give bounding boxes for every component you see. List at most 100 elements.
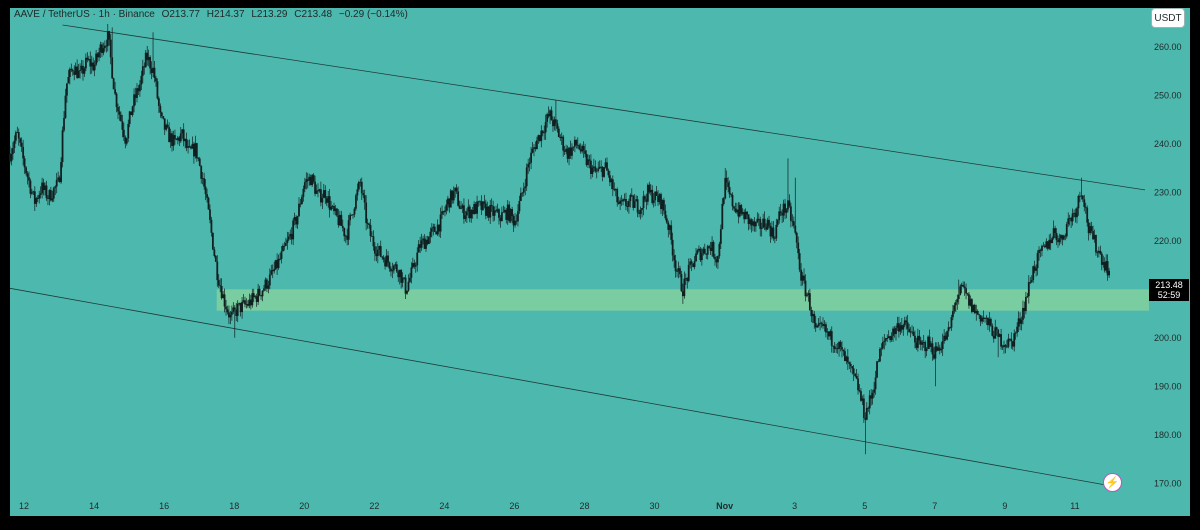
candle: [109, 34, 112, 65]
candle-body: [9, 153, 11, 162]
candle: [1004, 344, 1007, 354]
candle: [229, 310, 232, 325]
candle: [860, 388, 862, 402]
candle-body: [505, 209, 508, 220]
candle: [825, 322, 827, 338]
candle-body: [771, 227, 773, 237]
candle: [153, 60, 156, 83]
candle-body: [518, 200, 521, 212]
candle: [171, 130, 173, 152]
candle: [1100, 251, 1103, 271]
candle: [839, 340, 842, 352]
candle-body: [134, 94, 137, 98]
candle: [1017, 311, 1020, 333]
lightning-icon[interactable]: ⚡: [1103, 473, 1122, 492]
candle: [914, 330, 916, 349]
candle-body: [1071, 213, 1074, 222]
candle: [556, 119, 559, 133]
candle: [169, 128, 172, 148]
candle: [428, 236, 430, 245]
candle-body: [369, 224, 372, 237]
candle-body: [660, 194, 662, 210]
candle-body: [353, 208, 356, 215]
candle: [916, 328, 919, 352]
candle-body: [39, 193, 42, 195]
candle-body: [769, 225, 772, 237]
candle: [193, 141, 195, 164]
candle: [220, 278, 223, 300]
candle-body: [549, 110, 551, 117]
candle-body: [1036, 253, 1039, 269]
candle-body: [357, 182, 360, 190]
candle-body: [908, 328, 911, 333]
candle: [782, 199, 785, 222]
symbol-name[interactable]: AAVE / TetherUS · 1h · Binance: [14, 9, 155, 20]
candle: [134, 87, 137, 106]
candle-body: [214, 255, 217, 262]
candle: [693, 255, 696, 270]
candle-body: [791, 220, 794, 222]
candle: [509, 208, 512, 224]
candle: [973, 303, 976, 315]
candle-body: [207, 197, 210, 210]
candle: [146, 45, 149, 66]
candle-body: [403, 277, 405, 279]
candle-body: [646, 184, 649, 202]
candle-body: [830, 331, 833, 346]
candle-body: [622, 199, 624, 202]
trendline-lower[interactable]: [9, 287, 1111, 487]
candle: [350, 214, 353, 216]
time-axis[interactable]: [10, 493, 1190, 516]
candle-body: [835, 348, 838, 350]
candle-body: [582, 146, 585, 151]
candle: [404, 274, 407, 299]
candle-body: [176, 137, 179, 140]
candle: [957, 279, 960, 305]
candle: [149, 55, 152, 75]
candle: [534, 141, 537, 152]
candle-body: [749, 219, 751, 225]
candle: [308, 173, 311, 186]
candle: [1007, 333, 1010, 349]
candle-body: [603, 167, 605, 177]
candle-body: [797, 242, 800, 254]
candle-body: [360, 181, 363, 194]
candle-body: [1076, 208, 1078, 218]
candle: [206, 188, 208, 203]
candle-body: [381, 256, 384, 258]
candle: [763, 211, 766, 231]
candle: [251, 288, 254, 308]
candle: [568, 146, 570, 166]
candle: [930, 340, 932, 353]
candle-body: [13, 140, 16, 149]
candle-body: [368, 223, 370, 225]
candle: [654, 191, 657, 207]
candle: [45, 180, 48, 201]
candle-body: [1061, 235, 1064, 240]
candle-body: [813, 313, 816, 324]
candle: [641, 207, 643, 218]
candle-body: [1070, 218, 1073, 222]
candle: [344, 234, 347, 243]
candle-body: [733, 206, 735, 209]
candle: [435, 231, 438, 235]
candle-body: [295, 217, 297, 225]
candle: [744, 208, 747, 220]
candle-body: [251, 293, 254, 306]
plot-area[interactable]: [10, 8, 1145, 493]
candle: [738, 202, 741, 218]
trendline-upper[interactable]: [62, 24, 1146, 191]
price-axis[interactable]: [1145, 8, 1190, 493]
candle: [337, 209, 340, 228]
candle: [60, 157, 62, 184]
currency-button[interactable]: USDT: [1151, 8, 1185, 28]
candle-body: [1001, 346, 1004, 348]
candle-body: [949, 327, 951, 329]
candle-body: [1016, 326, 1019, 333]
candle-body: [852, 368, 855, 374]
candle-body: [865, 407, 868, 420]
candle-body: [29, 180, 32, 194]
candle: [700, 248, 703, 266]
